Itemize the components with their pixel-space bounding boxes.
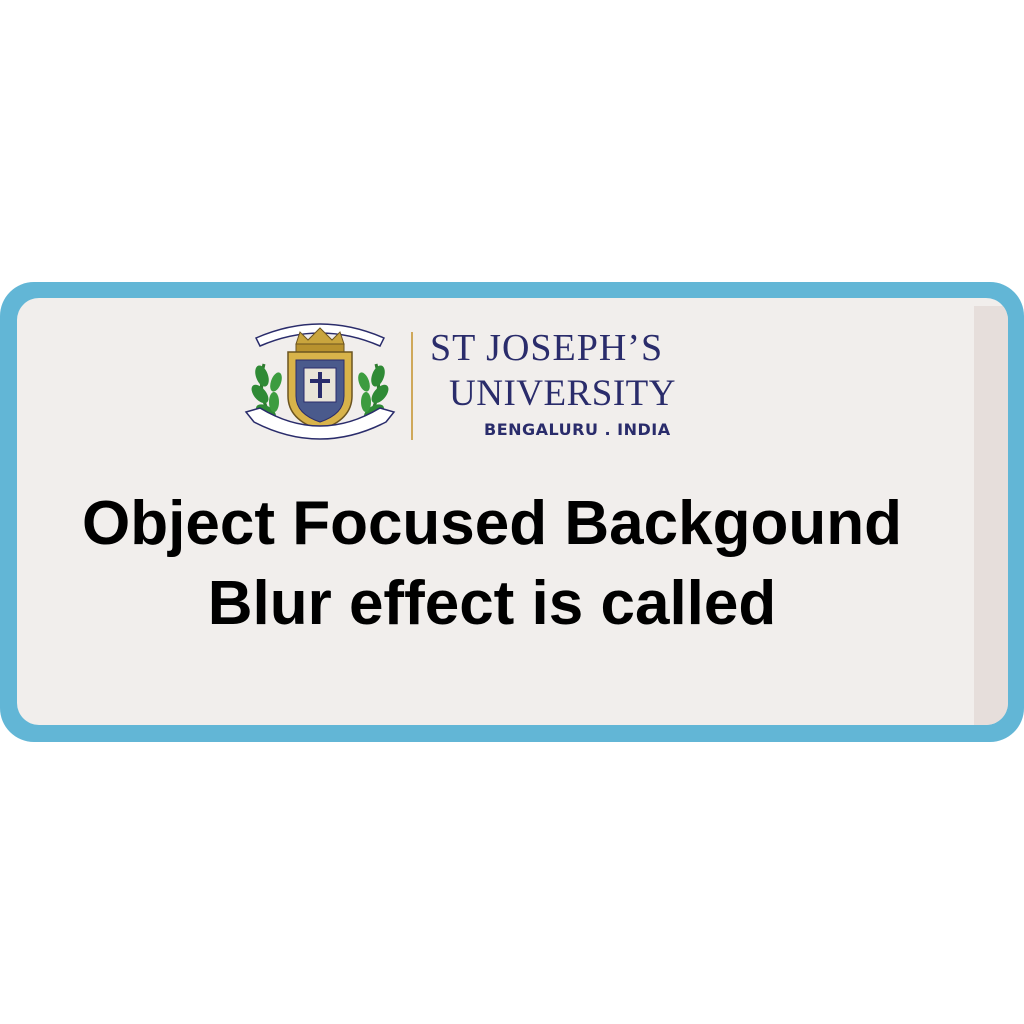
- panel-shade: [974, 306, 1008, 725]
- university-logo: ST JOSEPH’S UNIVERSITY BENGALURU . INDIA: [240, 312, 750, 452]
- card-panel: [17, 298, 1008, 725]
- university-location: BENGALURU . INDIA: [484, 420, 671, 439]
- question-line1: Object Focused Backgound: [82, 489, 902, 558]
- question-card: [0, 282, 1024, 742]
- question-text: Object Focused Backgound Blur effect is …: [0, 484, 984, 644]
- university-name-line1: ST JOSEPH’S: [430, 327, 664, 369]
- university-name-line2: UNIVERSITY: [449, 373, 676, 414]
- logo-divider: [411, 332, 413, 440]
- question-line2: Blur effect is called: [207, 569, 777, 638]
- university-crest-icon: [244, 323, 396, 440]
